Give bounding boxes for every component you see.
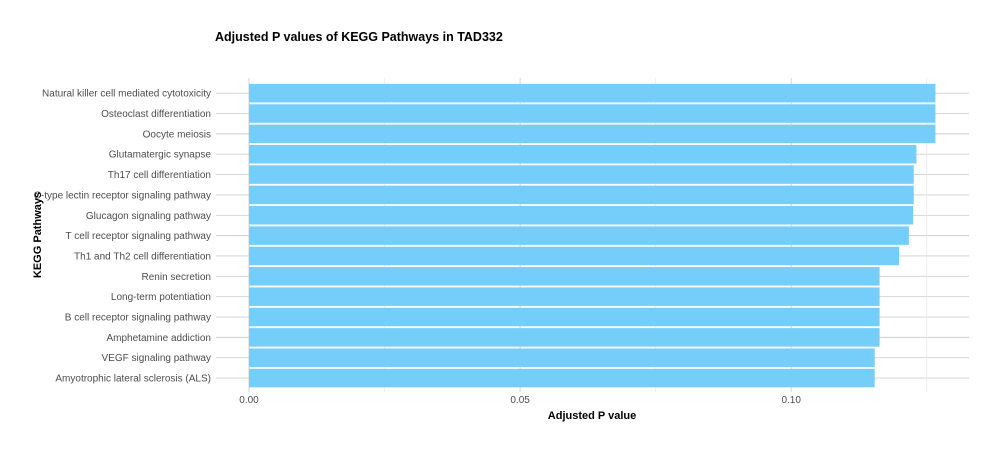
y-tick-label: Natural killer cell mediated cytotoxicit… <box>42 89 211 100</box>
bar <box>249 104 936 123</box>
bar <box>249 124 936 144</box>
y-tick-labels: Natural killer cell mediated cytotoxicit… <box>34 89 212 385</box>
bar <box>249 144 917 164</box>
y-tick-label: Osteoclast differentiation <box>101 109 211 120</box>
bar <box>249 368 875 388</box>
bar <box>249 185 914 205</box>
bar <box>249 328 880 347</box>
bar <box>249 83 936 103</box>
bar <box>249 307 880 327</box>
bar <box>249 246 900 266</box>
y-tick-label: Oocyte meiosis <box>143 129 211 140</box>
y-tick-label: Glucagon signaling pathway <box>86 211 211 222</box>
bars <box>249 83 936 388</box>
y-tick-label: Th17 cell differentiation <box>108 170 211 181</box>
x-tick-label: 0.00 <box>239 395 259 406</box>
y-tick-label: Long-term potentiation <box>111 292 211 303</box>
bar <box>249 206 914 225</box>
x-tick-label: 0.10 <box>781 395 801 406</box>
bar <box>249 165 914 184</box>
x-tick-labels: 0.00 0.05 0.10 <box>239 395 801 406</box>
x-axis-title: Adjusted P value <box>548 410 636 422</box>
y-axis-title: KEGG Pathways <box>32 192 44 278</box>
y-tick-label: Renin secretion <box>142 272 211 283</box>
bar <box>249 226 909 245</box>
y-tick-label: C-type lectin receptor signaling pathway <box>34 190 211 201</box>
y-tick-label: VEGF signaling pathway <box>101 353 211 364</box>
y-tick-label: T cell receptor signaling pathway <box>66 231 211 242</box>
chart-title: Adjusted P values of KEGG Pathways in TA… <box>215 30 503 44</box>
bar <box>249 348 875 367</box>
y-tick-label: B cell receptor signaling pathway <box>65 313 211 324</box>
y-tick-label: Amphetamine addiction <box>106 333 211 344</box>
y-tick-label: Glutamatergic synapse <box>109 150 212 161</box>
y-tick-label: Th1 and Th2 cell differentiation <box>74 251 211 262</box>
bar <box>249 267 880 286</box>
bar <box>249 287 880 306</box>
x-tick-label: 0.05 <box>510 395 530 406</box>
y-tick-label: Amyotrophic lateral sclerosis (ALS) <box>55 374 211 385</box>
